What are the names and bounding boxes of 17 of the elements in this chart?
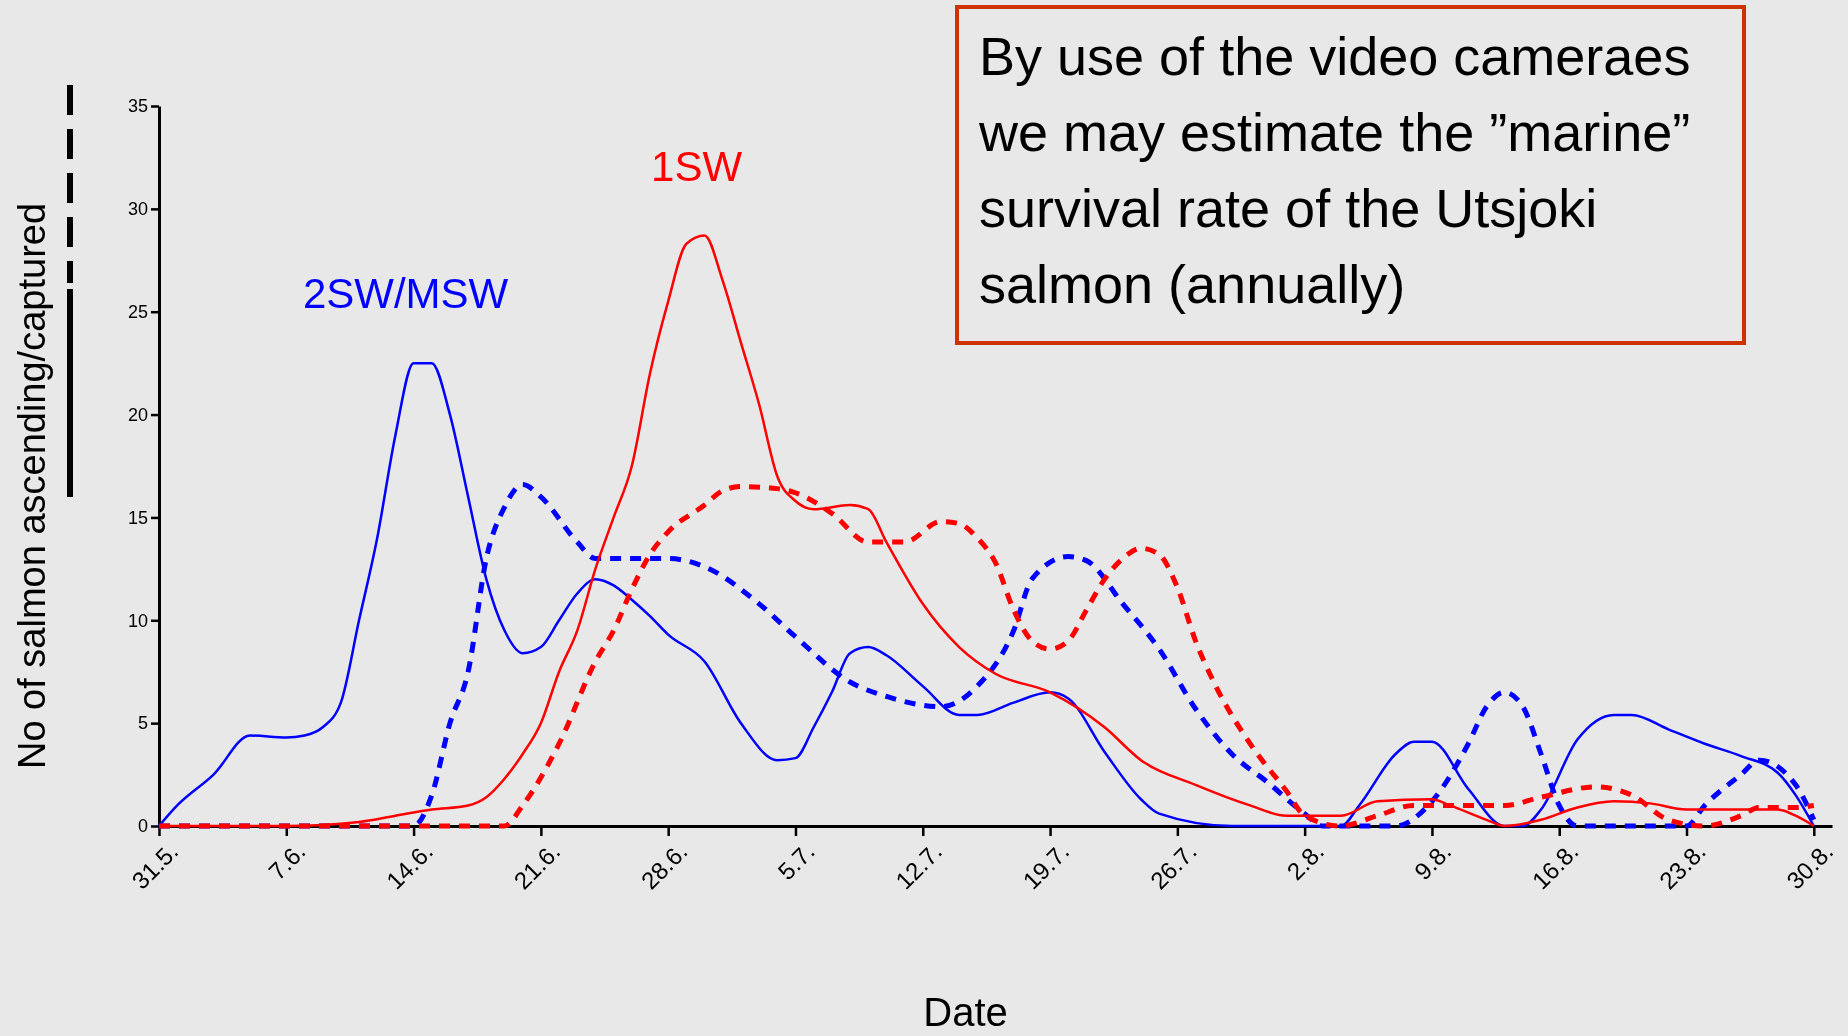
y-tick-label: 10 (127, 610, 148, 631)
y-tick-label: 0 (137, 816, 148, 837)
y-tick-label: 25 (127, 301, 148, 322)
x-tick-label: 9.8. (1408, 837, 1457, 885)
y-tick-label: 20 (127, 404, 148, 425)
y-tick-label: 15 (127, 507, 148, 528)
y-tick-label: 35 (127, 96, 148, 117)
annotation: By use of the video cameraes we may estimate the ”marine” survival rate of the Utsjoki salmon (annually) (978, 26, 1691, 314)
x-tick-label: 5.7. (772, 837, 820, 885)
x-tick-label: 2.8. (1281, 837, 1329, 885)
series-label: 1SW (651, 142, 743, 190)
series-label: 2SW/MSW (302, 270, 509, 318)
y-axis-title: No of salmon ascending/captured (11, 202, 53, 770)
y-tick-label: 5 (137, 713, 148, 734)
y-tick-label: 30 (127, 199, 148, 220)
x-tick-label: 7.6. (263, 837, 311, 885)
x-axis-title: Date (923, 990, 1008, 1034)
